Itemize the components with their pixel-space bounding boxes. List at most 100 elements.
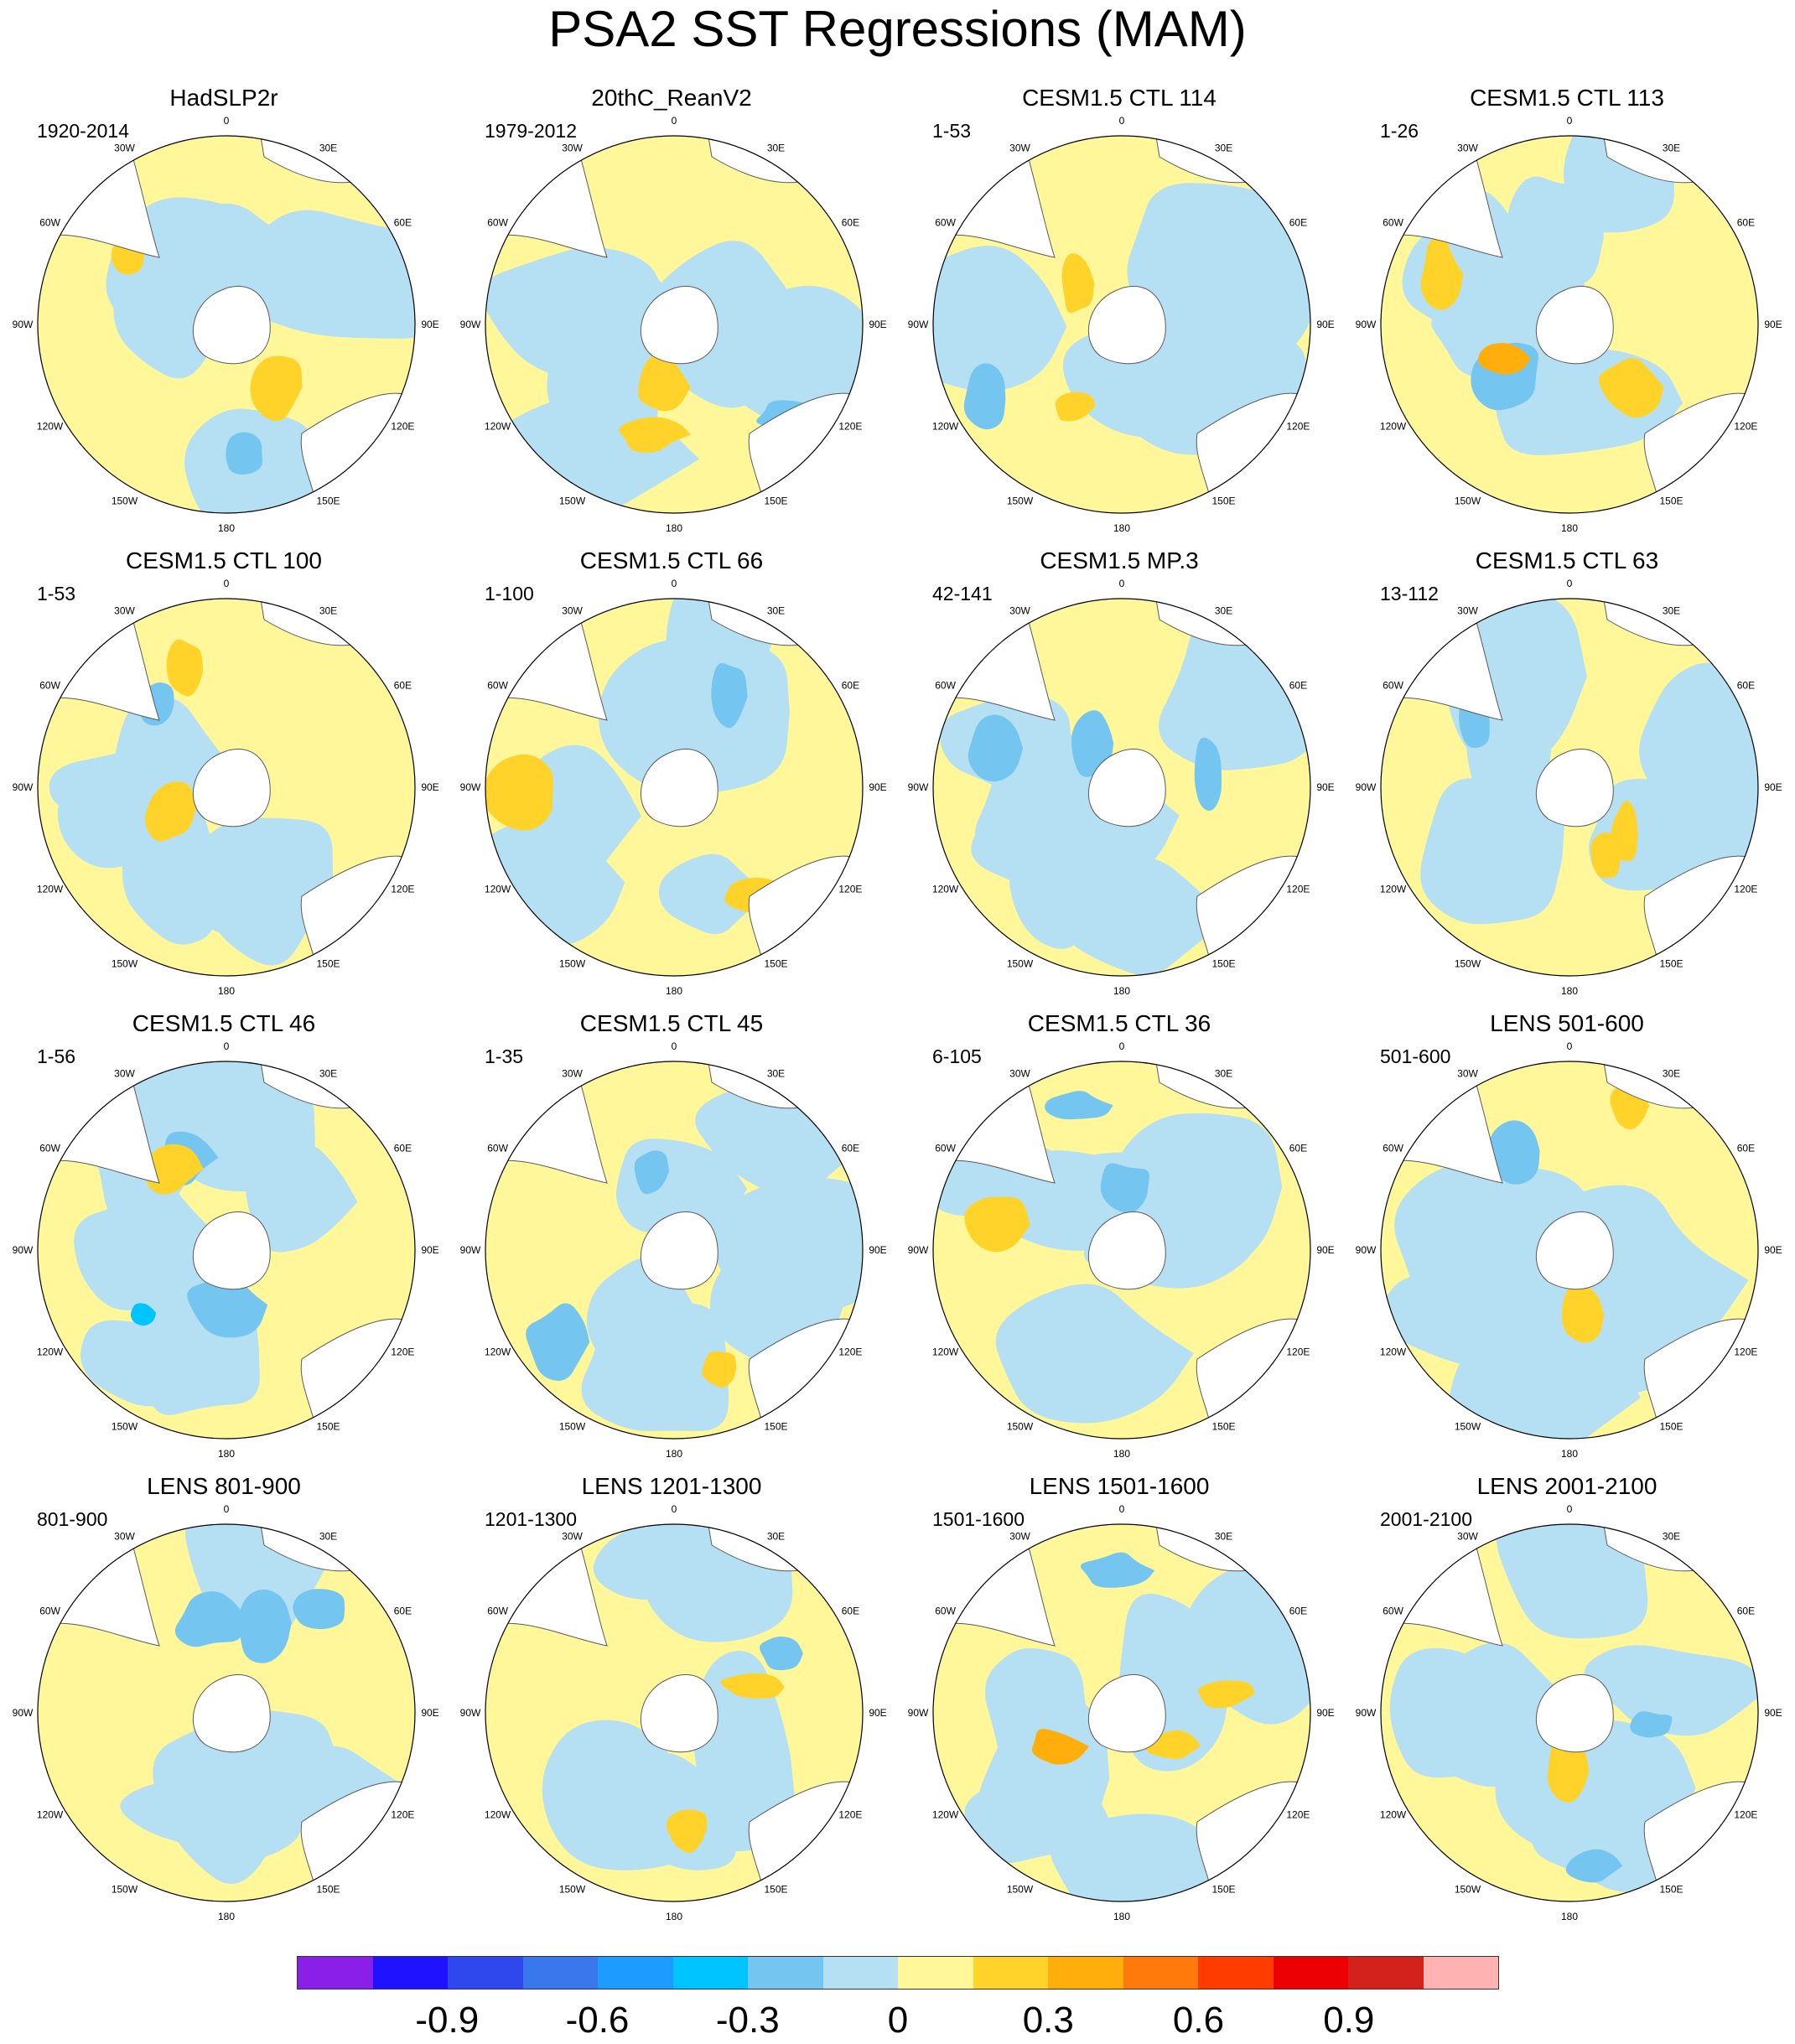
longitude-label: 180 [218,1911,235,1922]
longitude-label: 0 [224,1503,230,1515]
map-boundary [37,1061,416,1440]
map-boundary [932,1061,1311,1440]
longitude-label: 90W [460,781,481,793]
colorbar-swatch [298,1957,373,1989]
longitude-label: 120W [37,1809,64,1821]
anomaly-region [187,1268,268,1338]
longitude-label: 120E [1734,884,1757,895]
longitude-label: 120E [1286,421,1310,433]
longitude-label: 120W [1380,421,1407,433]
longitude-label: 0 [1567,1040,1573,1052]
panel-title: LENS 801-900 [147,1473,301,1499]
longitude-label: 120E [838,1809,862,1821]
longitude-label: 60W [487,680,508,692]
longitude-label: 120W [485,1346,511,1358]
longitude-label: 120W [932,1809,959,1821]
longitude-label: 90E [869,1707,886,1719]
panel-title: LENS 501-600 [1490,1010,1644,1036]
longitude-label: 90E [1316,1244,1334,1256]
anomaly-region [1420,778,1565,925]
longitude-label: 120E [1286,884,1310,895]
land-mass [640,286,719,365]
anomaly-region [1420,235,1464,310]
panel-title: HadSLP2r [169,85,278,111]
polar-sst-map: 0 30E 60E 90E 120E 150E 180 150W 120W 90W 60W 30W [1356,1503,1782,1922]
longitude-label: 90W [908,1244,929,1256]
panel-title: CESM1.5 CTL 113 [1470,85,1664,111]
colorbar-swatch [748,1957,823,1989]
longitude-label: 0 [1119,578,1125,589]
longitude-label: 0 [1567,115,1573,127]
polar-sst-map: 0 30E 60E 90E 120E 150E 180 150W 120W 90W 60W 30W [1356,1040,1782,1460]
map-panel: 0 30E 60E 90E 120E 150E 180 150W 120W 90W 60W 30W CE… [895,1009,1343,1472]
longitude-label: 180 [1561,522,1578,534]
panel-period: 1501-1600 [932,1508,1025,1530]
longitude-label: 90E [869,781,886,793]
colorbar-swatch [822,1957,898,1989]
polar-sst-map: 0 30E 60E 90E 120E 150E 180 150W 120W 90W 60W 30W [13,115,439,534]
longitude-label: 60W [39,1606,60,1617]
map-panel: 0 30E 60E 90E 120E 150E 180 150W 120W 90W 60W 30W CE… [895,547,1343,1009]
longitude-label: 90E [1764,319,1782,330]
longitude-label: 150W [112,495,138,506]
colorbar-swatch [898,1957,973,1989]
anomaly-region [1496,1524,1648,1639]
land-mass [1535,1211,1614,1290]
land-mass [933,1061,1056,1184]
longitude-label: 0 [1567,1503,1573,1515]
longitude-label: 120E [391,1346,414,1358]
longitude-label: 90W [1356,1244,1377,1256]
panel-title: LENS 2001-2100 [1476,1473,1658,1499]
land-mass [485,136,608,258]
panel-title: CESM1.5 CTL 66 [579,547,764,573]
longitude-label: 180 [1561,1911,1578,1922]
map-boundary [932,135,1311,514]
longitude-label: 120E [838,421,862,433]
land-mass [192,286,271,365]
longitude-label: 0 [672,1503,677,1515]
anomaly-region [1565,1849,1623,1883]
anomaly-region [1561,1282,1605,1343]
longitude-label: 150W [1007,1883,1034,1895]
map-boundary [1380,1523,1759,1902]
longitude-label: 150E [316,1420,340,1432]
land-mass [1381,136,1503,258]
longitude-label: 30E [319,1531,337,1543]
map-boundary [932,1523,1311,1902]
panel-title: CESM1.5 CTL 36 [1027,1010,1211,1036]
panel-period: 1201-1300 [485,1508,577,1530]
panel-period: 1-26 [1380,120,1419,142]
longitude-label: 150E [1211,1420,1235,1432]
longitude-label: 180 [666,1448,682,1460]
longitude-label: 60E [842,680,859,692]
longitude-label: 90W [460,1244,481,1256]
longitude-label: 30W [562,1531,583,1543]
figure-title: PSA2 SST Regressions (MAM) [548,1,1247,57]
longitude-label: 30E [1663,143,1680,154]
longitude-label: 90E [869,1244,886,1256]
longitude-label: 30W [114,1068,135,1080]
longitude-label: 0 [672,1040,677,1052]
map-boundary [37,1523,416,1902]
map-boundary [1380,598,1759,977]
longitude-label: 150W [1455,1883,1481,1895]
panel-period: 1979-2012 [485,120,577,142]
land-mass [192,749,271,827]
longitude-label: 30E [1215,143,1232,154]
anomaly-region [1584,1645,1758,1736]
longitude-label: 0 [1567,578,1573,589]
map-panel: 0 30E 60E 90E 120E 150E 180 150W 120W 90W 60W 30W LE… [0,1472,448,1935]
land-mass [485,1524,608,1647]
land-mass [192,1674,271,1753]
map-boundary [37,135,416,514]
longitude-label: 30E [767,1531,785,1543]
anomaly-region [759,1636,803,1671]
longitude-label: 120W [485,884,511,895]
longitude-label: 90E [421,1707,438,1719]
longitude-label: 120E [391,1809,414,1821]
land-mass [192,1211,271,1290]
longitude-label: 150E [316,1883,340,1895]
longitude-label: 90E [1316,319,1334,330]
longitude-label: 90W [460,1707,481,1719]
longitude-label: 30W [562,143,583,154]
